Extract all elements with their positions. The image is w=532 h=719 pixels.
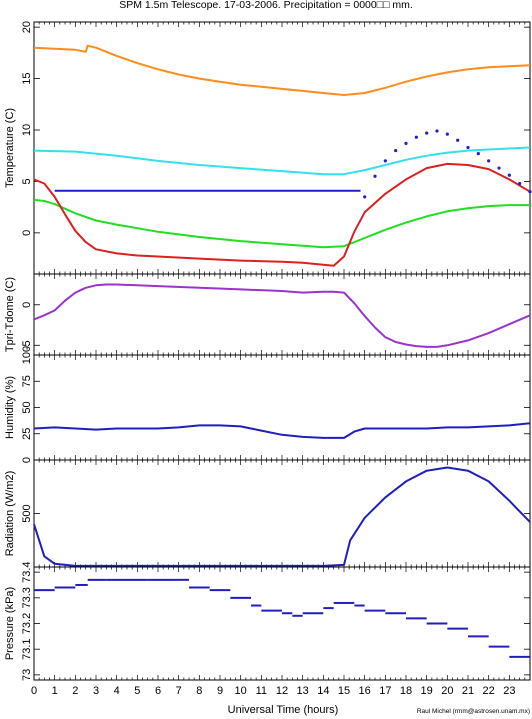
x-tick-label: 21 (462, 685, 474, 697)
series-6-point (435, 129, 439, 133)
y-axis-label: Humidity (%) (4, 376, 16, 439)
x-tick-label: 11 (256, 685, 267, 697)
series-6-point (507, 173, 511, 177)
x-tick-label: 8 (196, 685, 202, 697)
series-6-point (466, 145, 470, 150)
x-tick-label: 14 (317, 685, 329, 697)
y-tick-label: 20 (21, 21, 33, 33)
x-tick-label: 7 (176, 685, 182, 697)
y-tick-label: 15 (21, 72, 33, 84)
series-6-point (373, 174, 377, 178)
y-tick-label: 50 (21, 401, 33, 413)
panel-2: -5 0 Tpri-Tdome (C) (4, 273, 531, 356)
x-tick-label: 20 (441, 685, 453, 697)
y-axis-label: Pressure (kPa) (4, 587, 16, 660)
x-tick-label: 3 (93, 685, 99, 697)
series-2-line (33, 146, 531, 176)
x-tick-label: 5 (134, 685, 140, 697)
x-tick-label: 1 (52, 685, 58, 697)
series-6-point (414, 135, 418, 139)
x-tick-label: 4 (114, 685, 120, 697)
x-tick-label: 18 (400, 685, 412, 697)
panel-5: 73 73.1 73.2 73.3 73.4 Pressure (kPa) (4, 561, 531, 681)
x-tick-label: 10 (235, 685, 247, 697)
y-tick-label: 73 (21, 669, 33, 681)
y-axis-label: Tpri-Tdome (C) (4, 277, 16, 352)
x-tick-label: 12 (276, 685, 288, 697)
x-axis-label: Universal Time (hours) (228, 704, 339, 716)
x-tick-label: 16 (359, 685, 371, 697)
x-tick-label: 6 (155, 685, 161, 697)
y-tick-label: 0 (21, 230, 33, 236)
series-6-point (476, 152, 480, 156)
y-axis-label: Temperature (C) (4, 108, 16, 188)
y-tick-label: 75 (21, 375, 33, 387)
x-tick-label: 15 (338, 685, 350, 697)
series-6-point (528, 190, 532, 194)
x-tick-label: 13 (297, 685, 309, 697)
series-6-point (456, 138, 460, 142)
panel-frame (33, 459, 531, 568)
series-1-line (33, 44, 531, 96)
panel-1: 0 5 10 15 20 Temperature (C) (4, 21, 532, 275)
series-4-line (33, 198, 530, 249)
series-1-line (33, 466, 531, 567)
panel-frame (33, 354, 531, 461)
x-tick-label: 19 (421, 685, 433, 697)
x-tick-label: 22 (483, 685, 495, 697)
y-tick-label: 73.4 (21, 561, 33, 582)
y-tick-label: 25 (21, 428, 33, 440)
panel-frame (33, 566, 531, 681)
y-tick-label: 500 (21, 504, 33, 522)
x-tick-label: 2 (72, 685, 78, 697)
series-1-line (33, 283, 531, 348)
panel-4: 500 Radiation (W/m2) (4, 459, 531, 568)
series-6-point (518, 181, 522, 186)
series-6-point (487, 159, 491, 163)
y-tick-label: 10 (21, 124, 33, 136)
series-1-line (33, 422, 531, 439)
y-tick-label: 0 (21, 457, 33, 463)
series-6-point (383, 159, 387, 163)
y-tick-label: -5 (21, 340, 33, 350)
x-tick-label: 23 (503, 685, 515, 697)
y-axis-label: Radiation (W/m2) (4, 471, 16, 557)
panel-3: 0 25 50 75 100 Humidity (%) (4, 346, 531, 463)
series-6-point (394, 148, 398, 153)
chart-title: SPM 1.5m Telescope. 17-03-2006. Precipit… (119, 0, 413, 11)
y-tick-label: 0 (21, 302, 33, 308)
panel-frame (33, 21, 531, 275)
series-6-point (404, 141, 408, 145)
x-tick-label: 9 (217, 685, 223, 697)
x-tick-label: 0 (31, 685, 37, 697)
y-tick-label: 100 (21, 346, 33, 364)
y-tick-label: 5 (21, 178, 33, 184)
y-tick-label: 73.3 (21, 587, 33, 608)
series-6-point (497, 166, 501, 170)
series-6-point (425, 131, 429, 135)
x-tick-label: 17 (379, 685, 391, 697)
y-tick-label: 73.2 (21, 613, 33, 634)
credit-text: Raul Michel (rmm@astrosen.unam.mx) (417, 708, 530, 715)
series-6-point (445, 132, 449, 136)
series-5-line (33, 162, 531, 267)
y-tick-label: 73.1 (21, 638, 33, 659)
series-6-point (363, 195, 367, 199)
